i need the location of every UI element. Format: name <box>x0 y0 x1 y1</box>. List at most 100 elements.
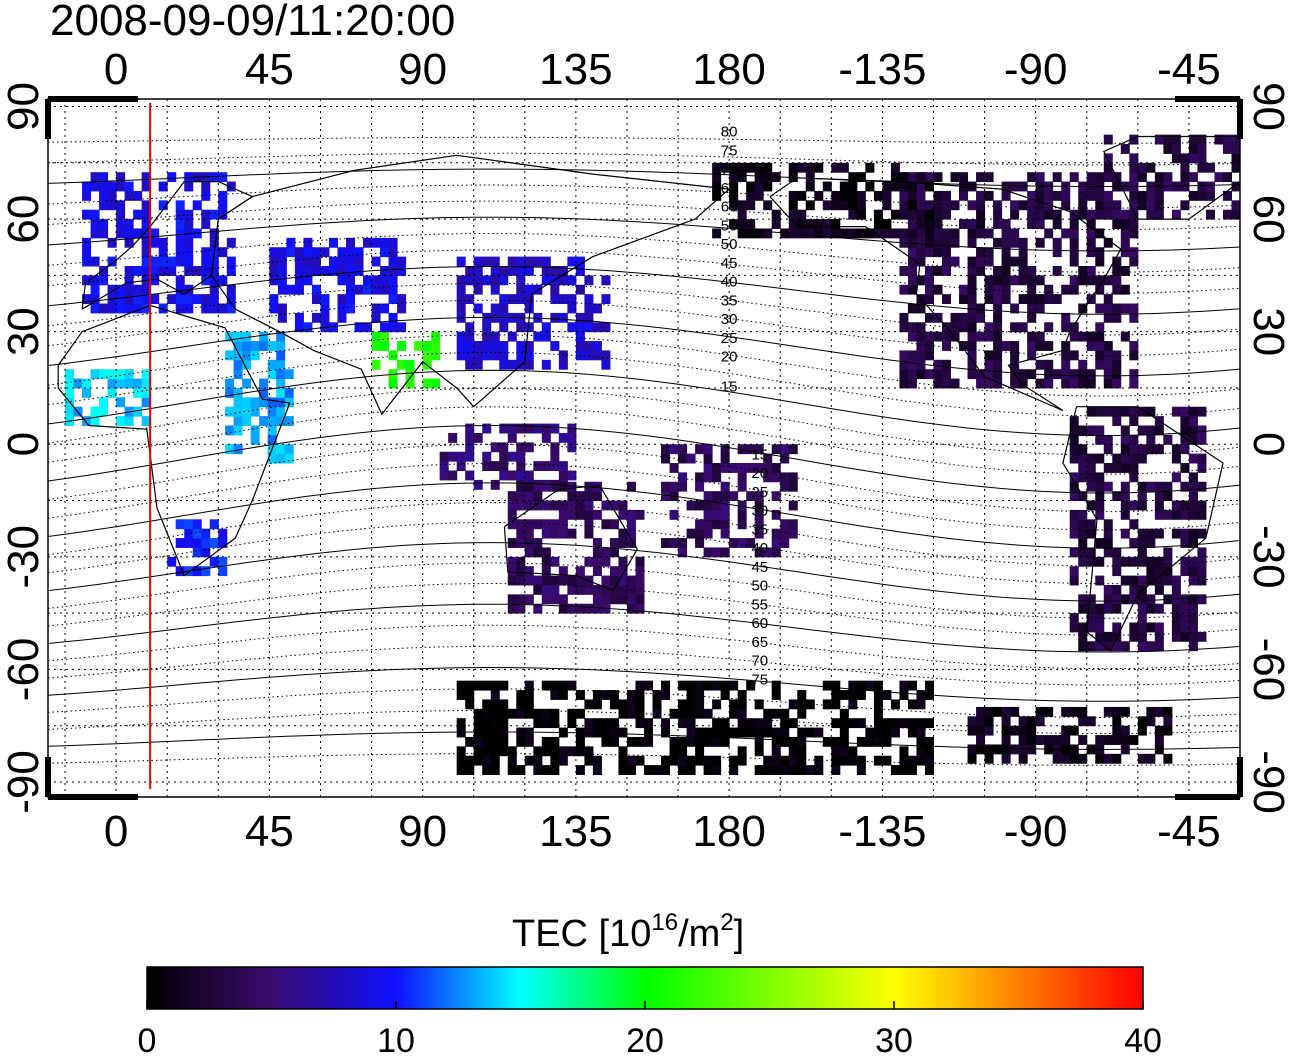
lat-label-left: 0 <box>0 432 48 456</box>
tec-cell <box>277 256 287 267</box>
lat-label-right: -60 <box>1244 638 1292 702</box>
tec-cell <box>201 566 211 577</box>
tec-cell <box>618 708 628 719</box>
tec-cell <box>507 603 517 614</box>
tec-cell <box>99 406 109 417</box>
tec-cell <box>720 727 730 738</box>
tec-cell <box>1129 256 1139 267</box>
tec-cell <box>1086 341 1096 351</box>
tec-cell <box>1103 603 1113 614</box>
tec-cell <box>1086 622 1096 633</box>
tec-cell <box>482 451 492 462</box>
timestamp-title: 2008-09-09/11:20:00 <box>50 0 455 45</box>
tec-cell <box>1214 134 1224 145</box>
tec-cell <box>1027 284 1037 295</box>
tec-cell <box>456 680 466 691</box>
tec-cell <box>882 690 892 700</box>
tec-cell <box>1095 500 1105 511</box>
tec-cell <box>984 294 994 305</box>
tec-cell <box>90 219 100 229</box>
tec-cell <box>320 303 330 314</box>
tec-cell <box>1112 491 1122 502</box>
tec-cell <box>686 528 696 539</box>
tec-cell <box>1112 463 1122 473</box>
tec-cell <box>1120 725 1130 736</box>
tec-cell <box>1188 613 1198 623</box>
contour-label: 70 <box>751 653 768 670</box>
tec-cell <box>788 444 798 455</box>
tec-cell <box>456 284 466 295</box>
tec-cell <box>1103 584 1113 595</box>
tec-cell <box>1171 453 1181 464</box>
tec-cell <box>805 699 815 710</box>
tec-cell <box>277 247 287 258</box>
tec-cell <box>907 256 917 267</box>
tec-cell <box>269 256 279 267</box>
tec-cell <box>209 294 219 305</box>
tec-cell <box>831 162 841 173</box>
tec-cell <box>916 718 926 729</box>
tec-cell <box>584 500 594 511</box>
tec-cell <box>141 181 151 192</box>
tec-cell <box>967 744 977 755</box>
tec-cell <box>1001 256 1011 267</box>
tec-cell <box>763 181 773 192</box>
tec-cell <box>1061 753 1071 764</box>
tec-cell <box>1078 716 1088 727</box>
tec-cell <box>456 303 466 314</box>
tec-cell <box>1137 162 1147 173</box>
tec-cell <box>1086 556 1096 567</box>
tec-cell <box>107 369 117 380</box>
tec-cell <box>788 500 798 511</box>
tec-cell <box>1001 190 1011 201</box>
tec-cell <box>626 575 636 586</box>
tec-cell <box>1163 706 1173 717</box>
tec-cell <box>99 172 109 183</box>
tec-cell <box>226 256 236 267</box>
tec-cell <box>175 247 185 258</box>
tec-cell <box>993 331 1003 342</box>
tec-cell <box>482 341 492 351</box>
tec-cell <box>712 519 722 530</box>
tec-cell <box>499 423 509 434</box>
tec-cell <box>1086 603 1096 614</box>
tec-cell <box>1137 444 1147 455</box>
tec-cell <box>575 491 585 502</box>
tec-cell <box>1095 322 1105 333</box>
tec-cell <box>1205 162 1215 173</box>
tec-cell <box>924 369 934 380</box>
lat-label-left: -30 <box>0 525 48 589</box>
tec-cell <box>201 256 211 267</box>
tec-cell <box>388 265 398 276</box>
tec-cell <box>1103 162 1113 173</box>
tec-cell <box>1120 453 1130 464</box>
tec-cell <box>873 755 883 766</box>
tec-cell <box>209 519 219 530</box>
tec-cell <box>1120 575 1130 586</box>
tec-cell <box>1103 463 1113 473</box>
tec-cell <box>635 575 645 586</box>
tec-cell <box>805 181 815 192</box>
tec-cell <box>601 584 611 595</box>
tec-cell <box>967 312 977 323</box>
tec-cell <box>1061 725 1071 736</box>
tec-cell <box>720 718 730 729</box>
tec-cell <box>150 237 160 248</box>
tec-cell <box>516 284 526 295</box>
tec-cell <box>1197 463 1207 473</box>
tec-cell <box>592 765 602 775</box>
tec-cell <box>584 519 594 530</box>
tec-cell <box>116 303 126 314</box>
tec-cell <box>890 699 900 710</box>
tec-cell <box>678 746 688 757</box>
tec-cell <box>993 265 1003 276</box>
contour-label: 50 <box>721 236 738 253</box>
tec-cell <box>567 322 577 333</box>
tec-cell <box>473 755 483 766</box>
tec-cell <box>865 680 875 691</box>
tec-cell <box>346 275 356 286</box>
tec-cell <box>907 369 917 380</box>
tec-cell <box>242 406 252 417</box>
tec-cell <box>626 509 636 520</box>
tec-cell <box>609 584 619 595</box>
